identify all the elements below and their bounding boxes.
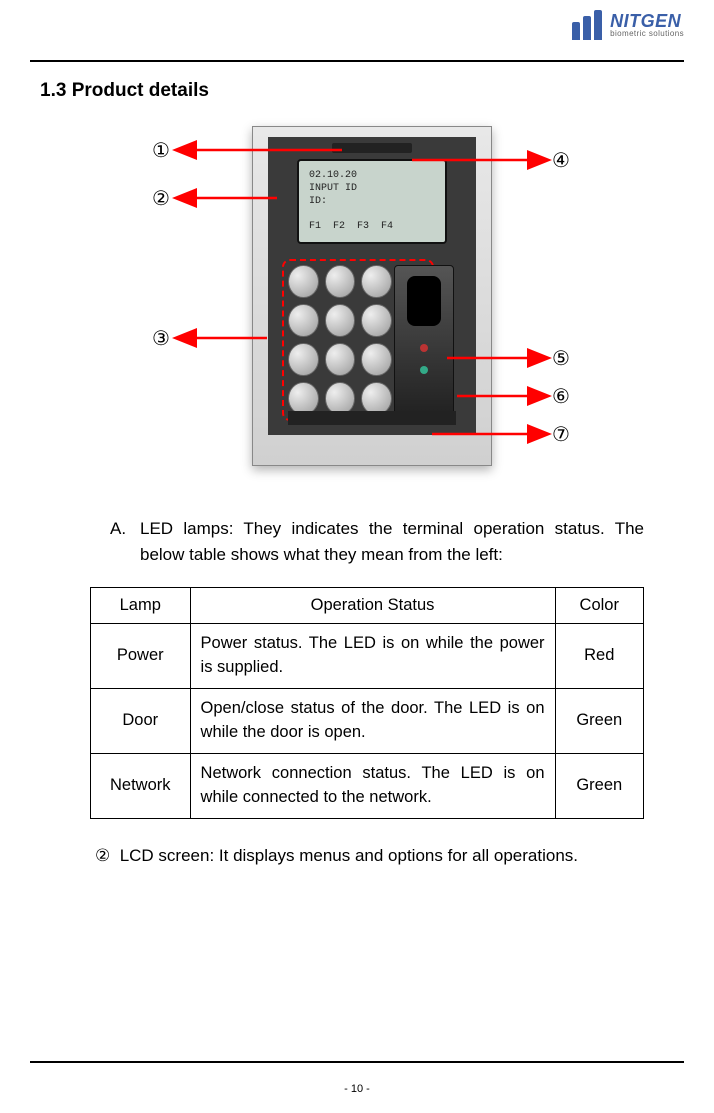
rule-bottom	[30, 1061, 684, 1063]
item-2: ② LCD screen: It displays menus and opti…	[95, 843, 644, 869]
cell-status: Open/close status of the door. The LED i…	[190, 688, 555, 753]
page: NITGEN biometric solutions 1.3 Product d…	[0, 0, 714, 1113]
rule-top	[30, 60, 684, 62]
paragraph-a: A. LED lamps: They indicates the termina…	[140, 516, 644, 567]
cell-status: Network connection status. The LED is on…	[190, 753, 555, 818]
table-row: Power Power status. The LED is on while …	[91, 624, 644, 689]
cell-lamp: Power	[91, 624, 191, 689]
cell-lamp: Network	[91, 753, 191, 818]
brand-block: NITGEN biometric solutions	[572, 10, 684, 40]
callout-arrows	[92, 126, 622, 486]
cell-color: Green	[555, 753, 643, 818]
col-color: Color	[555, 588, 643, 624]
section-heading: 1.3 Product details	[40, 80, 674, 102]
brand-text: NITGEN biometric solutions	[610, 12, 684, 38]
product-diagram: 02.10.20 INPUT ID ID: F1 F2 F3 F4	[92, 126, 622, 486]
brand-tagline: biometric solutions	[610, 30, 684, 38]
item-2-marker: ②	[95, 846, 110, 865]
table-row: Network Network connection status. The L…	[91, 753, 644, 818]
item-2-text: LCD screen: It displays menus and option…	[120, 846, 578, 865]
lamp-table: Lamp Operation Status Color Power Power …	[90, 587, 644, 819]
col-status: Operation Status	[190, 588, 555, 624]
table-row: Door Open/close status of the door. The …	[91, 688, 644, 753]
cell-lamp: Door	[91, 688, 191, 753]
cell-color: Red	[555, 624, 643, 689]
page-number: - 10 -	[0, 1083, 714, 1095]
cell-status: Power status. The LED is on while the po…	[190, 624, 555, 689]
brand-name: NITGEN	[610, 12, 684, 30]
content-area: 1.3 Product details 02.10.20 INPUT ID ID…	[40, 80, 674, 868]
paragraph-a-text: LED lamps: They indicates the terminal o…	[140, 519, 644, 564]
cell-color: Green	[555, 688, 643, 753]
col-lamp: Lamp	[91, 588, 191, 624]
table-header-row: Lamp Operation Status Color	[91, 588, 644, 624]
brand-logo-icon	[572, 10, 602, 40]
paragraph-a-marker: A.	[110, 516, 126, 542]
